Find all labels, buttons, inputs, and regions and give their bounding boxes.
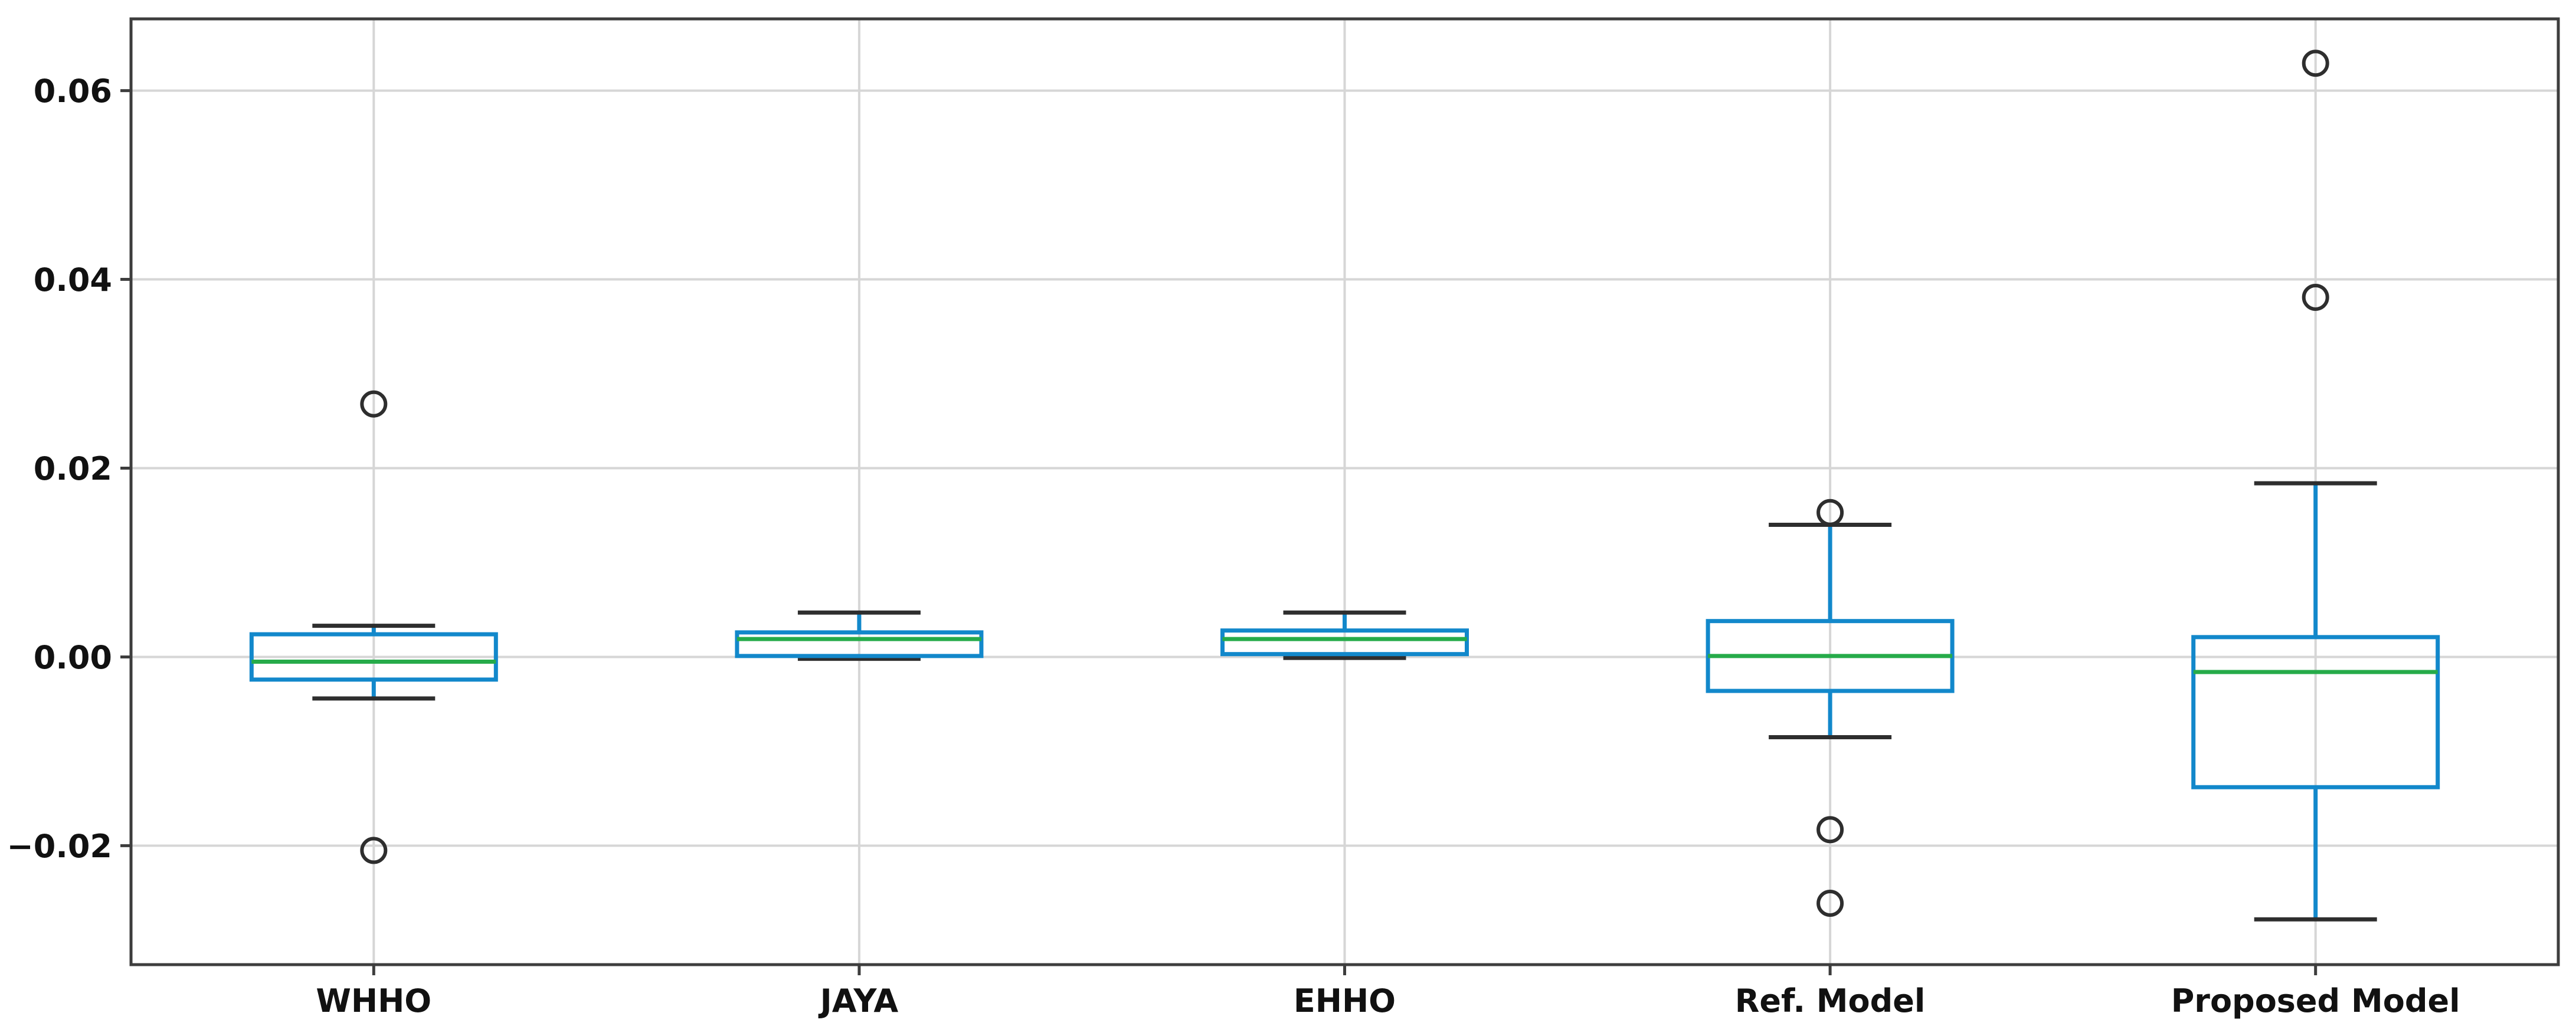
x-tick-label: Proposed Model — [2171, 982, 2460, 1020]
iqr-box — [1220, 628, 1469, 657]
iqr-box — [249, 632, 498, 682]
axes-frame — [129, 17, 2560, 966]
outlier-marker — [360, 837, 388, 864]
y-tick-label: 0.06 — [34, 73, 112, 110]
x-tick-label: Ref. Model — [1735, 982, 1926, 1020]
box-proposed-model — [2191, 50, 2440, 922]
x-tick-label: WHHO — [316, 982, 431, 1020]
iqr-box — [2191, 635, 2440, 789]
x-tick-label: JAYA — [818, 982, 899, 1020]
box-ref-model — [1706, 499, 1955, 917]
iqr-box — [735, 630, 984, 658]
outlier-marker — [1816, 816, 1844, 844]
outlier-marker — [360, 390, 388, 418]
y-tick-label: −0.02 — [7, 828, 112, 865]
outlier-marker — [1816, 890, 1844, 917]
box-whho — [249, 390, 498, 864]
y-tick-label: 0.02 — [34, 450, 112, 487]
box-jaya — [735, 610, 984, 661]
x-tick-label: EHHO — [1294, 982, 1396, 1020]
outlier-marker — [1816, 499, 1844, 526]
box-ehho — [1220, 610, 1469, 660]
outlier-marker — [2302, 50, 2329, 77]
y-tick-label: 0.00 — [34, 639, 112, 676]
outlier-marker — [2302, 283, 2329, 311]
y-tick-label: 0.04 — [34, 261, 112, 299]
